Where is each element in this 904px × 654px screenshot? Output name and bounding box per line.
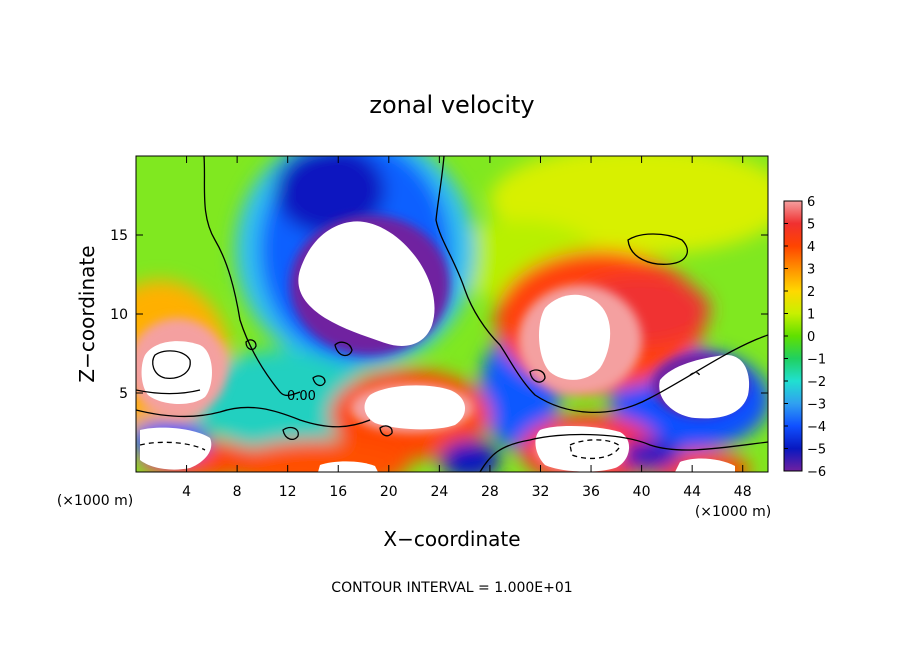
colorbar-label: 0 bbox=[807, 330, 815, 345]
out-of-range-region bbox=[318, 461, 378, 472]
colorbar-label: 6 bbox=[807, 195, 815, 210]
out-of-range-region bbox=[364, 385, 466, 430]
x-tick-label: 12 bbox=[279, 484, 297, 500]
zero-contour bbox=[136, 389, 201, 395]
zero-contour bbox=[479, 433, 768, 472]
chart-title: zonal velocity bbox=[369, 91, 534, 119]
field-patch bbox=[440, 440, 500, 472]
y-tick-label: 15 bbox=[110, 228, 128, 244]
x-tick-label: 4 bbox=[182, 484, 191, 500]
contour-small bbox=[379, 425, 393, 437]
colorbar-label: −1 bbox=[807, 353, 826, 368]
x-unit-left: (×1000 m) bbox=[57, 493, 133, 509]
out-of-range-region bbox=[659, 354, 750, 419]
out-of-range-region bbox=[298, 221, 435, 346]
colorbar-label: −4 bbox=[807, 420, 826, 435]
colorbar: 6 5 4 3 2 1 0 −1 −2 −3 −4 −5 −6 bbox=[783, 195, 826, 480]
contour-small bbox=[334, 341, 353, 357]
y-axis-label: Z−coordinate bbox=[75, 245, 99, 382]
contour-small bbox=[245, 339, 257, 351]
x-tick-label: 48 bbox=[734, 484, 752, 500]
contour-label: 0.00 bbox=[287, 389, 316, 404]
plot-area: 0.00 bbox=[136, 156, 768, 472]
out-of-range-region bbox=[535, 426, 630, 472]
x-tick-label: 36 bbox=[582, 484, 600, 500]
x-axis: 4 8 12 16 20 24 28 32 36 40 44 48 bbox=[182, 156, 752, 500]
x-tick-label: 20 bbox=[380, 484, 398, 500]
y-tick-label: 10 bbox=[110, 307, 128, 323]
out-of-range-region bbox=[140, 427, 212, 470]
colorbar-label: −3 bbox=[807, 398, 826, 413]
x-tick-label: 8 bbox=[233, 484, 242, 500]
zero-contour bbox=[627, 233, 688, 265]
out-of-range-region bbox=[538, 294, 611, 380]
contour-small bbox=[282, 426, 299, 441]
colorbar-label: 3 bbox=[807, 263, 815, 278]
colorbar-label: −6 bbox=[807, 465, 826, 480]
field-patch bbox=[190, 350, 370, 450]
colorbar-label: −5 bbox=[807, 443, 826, 458]
x-tick-label: 16 bbox=[329, 484, 347, 500]
y-axis: 5 10 15 bbox=[110, 228, 768, 402]
x-axis-label: X−coordinate bbox=[383, 527, 520, 551]
x-tick-label: 44 bbox=[683, 484, 701, 500]
x-tick-label: 32 bbox=[532, 484, 550, 500]
colorbar-label: 2 bbox=[807, 285, 815, 300]
colorbar-label: −2 bbox=[807, 375, 826, 390]
contour-closed bbox=[152, 350, 191, 379]
colorbar-label: 5 bbox=[807, 218, 815, 233]
x-unit-right: (×1000 m) bbox=[695, 504, 771, 520]
zero-contour bbox=[203, 156, 301, 397]
colorbar-label: 4 bbox=[807, 240, 815, 255]
y-tick-label: 5 bbox=[119, 386, 128, 402]
x-tick-label: 40 bbox=[633, 484, 651, 500]
contour-small bbox=[312, 375, 326, 387]
contour-dashed bbox=[569, 439, 621, 460]
zero-contour bbox=[136, 406, 371, 428]
contour-dashed bbox=[689, 371, 701, 379]
x-tick-label: 24 bbox=[430, 484, 448, 500]
contour-lines bbox=[136, 156, 768, 472]
contour-interval-note: CONTOUR INTERVAL = 1.000E+01 bbox=[331, 580, 572, 596]
contour-small bbox=[529, 369, 546, 383]
zero-contour bbox=[435, 156, 768, 413]
out-of-range-region bbox=[675, 458, 735, 472]
field-patch bbox=[275, 156, 385, 235]
colorbar-label: 1 bbox=[807, 308, 815, 323]
field-patch bbox=[620, 440, 680, 470]
x-tick-label: 28 bbox=[481, 484, 499, 500]
out-of-range-region bbox=[141, 341, 212, 404]
